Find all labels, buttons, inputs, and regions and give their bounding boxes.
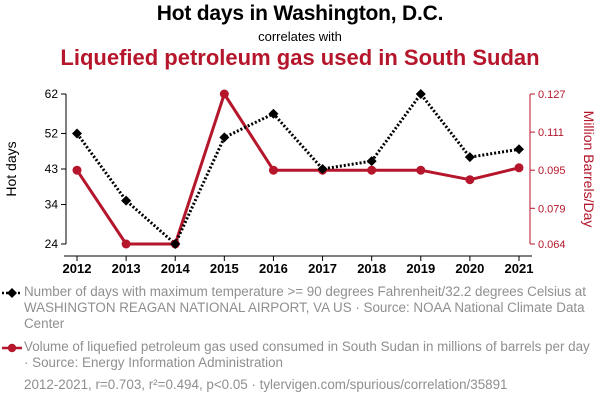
left-y-axis-title: Hot days [3, 141, 19, 196]
right-y-tick-label: 0.127 [538, 89, 566, 101]
x-tick-label: 2013 [112, 261, 141, 276]
lpg-point [416, 165, 426, 175]
x-tick-label: 2012 [63, 261, 92, 276]
right-y-tick-label: 0.064 [538, 239, 566, 251]
lpg-point [514, 163, 524, 173]
right-y-tick-label: 0.095 [538, 165, 566, 177]
x-tick-label: 2016 [259, 261, 288, 276]
chart-title: Hot days in Washington, D.C. [156, 2, 444, 25]
x-tick-label: 2020 [455, 261, 484, 276]
right-y-tick-label: 0.111 [538, 127, 564, 139]
hot-days-point [121, 195, 132, 206]
left-y-tick-label: 24 [45, 237, 59, 251]
hot-days-point [415, 89, 426, 99]
lpg-point [72, 165, 82, 175]
right-y-tick-label: 0.079 [538, 203, 566, 215]
lpg-point [465, 175, 475, 185]
left-y-tick-label: 34 [45, 198, 59, 212]
red-line-circle-swatch-icon [2, 343, 22, 353]
line-chart: 2012 2013 2014 2015 2016 2017 2018 2019 2020 2021… [3, 87, 597, 276]
legend-text-hot-days: Number of days with maximum temperature … [24, 284, 586, 331]
lpg-point [367, 165, 377, 175]
hot-days-series-line [75, 91, 520, 247]
x-tick-label: 2017 [308, 261, 337, 276]
x-tick-label: 2014 [161, 261, 191, 276]
lpg-point [121, 239, 131, 249]
legend-text-lpg: Volume of liquefied petroleum gas used c… [24, 339, 590, 370]
x-tick-label: 2015 [210, 261, 239, 276]
left-y-tick-label: 62 [45, 87, 59, 101]
legend-item-lpg: Volume of liquefied petroleum gas used c… [0, 339, 600, 371]
hot-days-point [268, 108, 279, 119]
footer-stats: 2012-2021, r=0.703, r²=0.494, p<0.05 · t… [24, 377, 508, 392]
legend-item-hot-days: Number of days with maximum temperature … [0, 284, 600, 332]
lpg-point [268, 165, 278, 175]
x-tick-label: 2019 [406, 261, 435, 276]
hot-days-point [317, 164, 328, 174]
chart-second-title: Liquefied petroleum gas used in South Su… [60, 45, 540, 70]
x-tick-label: 2018 [357, 261, 386, 276]
lpg-series-line [75, 92, 520, 246]
hot-days-point [366, 156, 377, 167]
black-dotted-diamond-swatch-icon [2, 288, 22, 298]
hot-days-point [514, 144, 524, 155]
hot-days-point [464, 152, 475, 163]
lpg-point [219, 89, 229, 99]
left-y-tick-label: 43 [45, 162, 59, 176]
hot-days-point [72, 128, 82, 139]
hot-days-point [219, 132, 230, 143]
chart-subtitle: correlates with [258, 29, 342, 44]
right-y-axis-title: Million Barrels/Day [581, 111, 597, 228]
left-y-tick-label: 52 [45, 126, 59, 140]
x-tick-label: 2021 [505, 261, 534, 276]
hot-days-point [170, 239, 181, 249]
